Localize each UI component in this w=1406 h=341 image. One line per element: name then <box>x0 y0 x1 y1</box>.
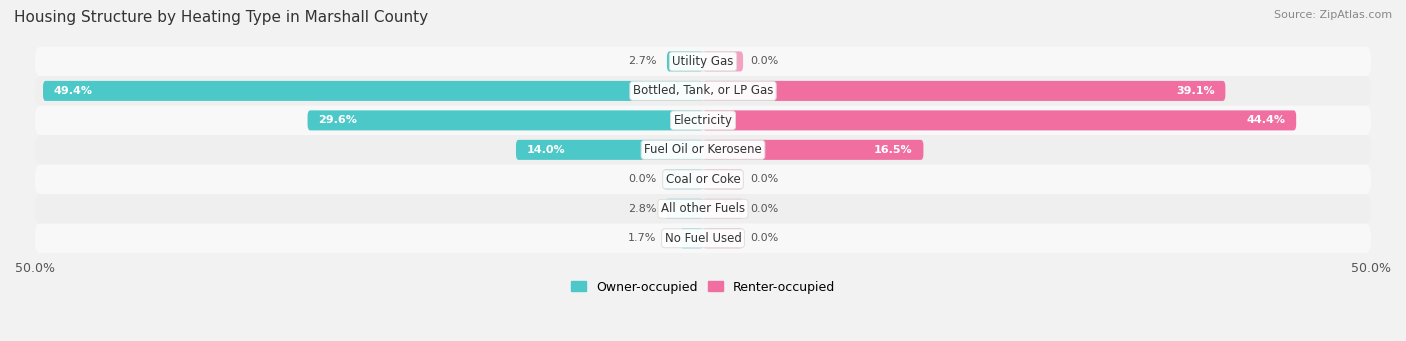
FancyBboxPatch shape <box>703 51 744 72</box>
FancyBboxPatch shape <box>666 51 703 72</box>
FancyBboxPatch shape <box>308 110 703 130</box>
FancyBboxPatch shape <box>35 47 1371 76</box>
Text: 2.7%: 2.7% <box>627 57 657 66</box>
Text: All other Fuels: All other Fuels <box>661 202 745 215</box>
FancyBboxPatch shape <box>44 81 703 101</box>
Text: Electricity: Electricity <box>673 114 733 127</box>
Text: Fuel Oil or Kerosene: Fuel Oil or Kerosene <box>644 143 762 157</box>
Text: 1.7%: 1.7% <box>628 233 657 243</box>
FancyBboxPatch shape <box>703 228 744 248</box>
Text: 44.4%: 44.4% <box>1247 115 1285 125</box>
Text: Bottled, Tank, or LP Gas: Bottled, Tank, or LP Gas <box>633 85 773 98</box>
FancyBboxPatch shape <box>703 81 1226 101</box>
Text: 29.6%: 29.6% <box>318 115 357 125</box>
Text: 14.0%: 14.0% <box>527 145 565 155</box>
FancyBboxPatch shape <box>665 199 703 219</box>
Text: 0.0%: 0.0% <box>749 57 778 66</box>
FancyBboxPatch shape <box>703 110 1296 130</box>
Text: No Fuel Used: No Fuel Used <box>665 232 741 245</box>
Text: 0.0%: 0.0% <box>749 233 778 243</box>
FancyBboxPatch shape <box>35 135 1371 165</box>
Text: 49.4%: 49.4% <box>53 86 93 96</box>
FancyBboxPatch shape <box>35 224 1371 253</box>
Text: 0.0%: 0.0% <box>628 174 657 184</box>
Legend: Owner-occupied, Renter-occupied: Owner-occupied, Renter-occupied <box>567 276 839 298</box>
Text: 0.0%: 0.0% <box>749 204 778 214</box>
Text: Coal or Coke: Coal or Coke <box>665 173 741 186</box>
FancyBboxPatch shape <box>703 140 924 160</box>
FancyBboxPatch shape <box>681 228 703 248</box>
Text: 16.5%: 16.5% <box>875 145 912 155</box>
FancyBboxPatch shape <box>35 106 1371 135</box>
FancyBboxPatch shape <box>35 194 1371 224</box>
FancyBboxPatch shape <box>516 140 703 160</box>
Text: 2.8%: 2.8% <box>627 204 657 214</box>
Text: Source: ZipAtlas.com: Source: ZipAtlas.com <box>1274 10 1392 20</box>
FancyBboxPatch shape <box>703 199 744 219</box>
Text: 0.0%: 0.0% <box>749 174 778 184</box>
Text: Housing Structure by Heating Type in Marshall County: Housing Structure by Heating Type in Mar… <box>14 10 429 25</box>
Text: 39.1%: 39.1% <box>1175 86 1215 96</box>
FancyBboxPatch shape <box>662 169 703 189</box>
FancyBboxPatch shape <box>35 165 1371 194</box>
Text: Utility Gas: Utility Gas <box>672 55 734 68</box>
FancyBboxPatch shape <box>703 169 744 189</box>
FancyBboxPatch shape <box>35 76 1371 106</box>
